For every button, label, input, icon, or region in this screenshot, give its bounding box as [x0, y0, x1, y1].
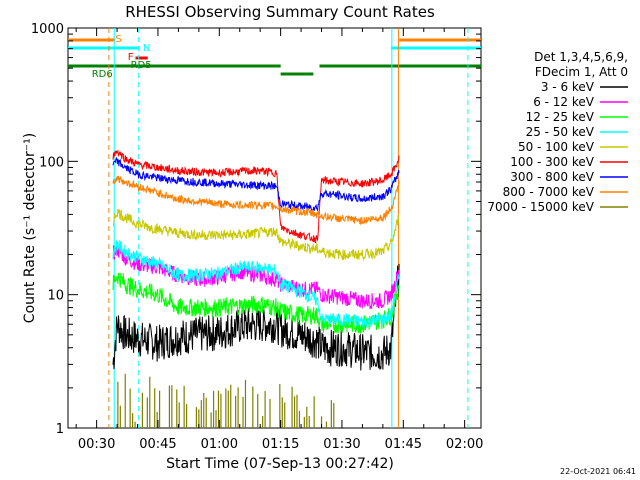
- series-line-1: [112, 243, 400, 309]
- chart-title: RHESSI Observing Summary Count Rates: [125, 3, 435, 21]
- series-line-7: [112, 175, 400, 226]
- x-tick-label: 01:15: [262, 437, 299, 452]
- legend-header-2: FDecim 1, Att 0: [535, 65, 628, 79]
- annotation-label-rd6: RD6: [92, 69, 113, 80]
- y-tick-label: 100: [39, 155, 64, 170]
- y-tick-label: 1: [56, 422, 64, 437]
- footer-date: 22-Oct-2021 06:41: [560, 467, 636, 476]
- legend-label-8: 7000 - 15000 keV: [487, 200, 594, 214]
- series-layer: [112, 149, 400, 428]
- y-tick-label: 1000: [31, 22, 64, 37]
- x-axis-label: Start Time (07-Sep-13 00:27:42): [166, 456, 394, 472]
- x-tick-label: 01:00: [201, 437, 238, 452]
- legend-header-1: Det 1,3,4,5,6,9,: [534, 50, 628, 64]
- legend-label-3: 25 - 50 keV: [526, 125, 595, 139]
- x-tick-label: 01:45: [385, 437, 422, 452]
- legend-label-0: 3 - 6 keV: [541, 80, 595, 94]
- annotation-label-rd5: RD5: [131, 60, 152, 71]
- x-tick-label: 00:45: [139, 437, 176, 452]
- legend-label-6: 300 - 800 keV: [510, 170, 594, 184]
- series-line-5: [112, 149, 400, 244]
- series-line-3: [112, 240, 400, 328]
- legend-label-7: 800 - 7000 keV: [503, 185, 595, 199]
- series-line-0: [112, 263, 400, 371]
- annotation-label-f: F: [128, 52, 134, 63]
- legend-label-2: 12 - 25 keV: [526, 110, 595, 124]
- x-tick-label: 01:30: [323, 437, 360, 452]
- series-line-6: [112, 156, 400, 212]
- legend-label-5: 100 - 300 keV: [510, 155, 594, 169]
- x-tick-label: 02:00: [446, 437, 483, 452]
- annotation-label-s: S: [115, 34, 121, 45]
- x-tick-label: 00:30: [78, 437, 115, 452]
- y-axis-label: Count Rate (s⁻¹ detector⁻¹): [22, 133, 38, 323]
- y-tick-label: 10: [47, 289, 64, 304]
- annotation-label-n: N: [143, 43, 150, 54]
- series-line-4: [112, 208, 400, 262]
- axes-layer: 00:30 00:45 01:00 01:15 01:30 01:45 02:00 1 10 10…: [31, 22, 483, 452]
- legend: Det 1,3,4,5,6,9, FDecim 1, Att 0 3 - 6 k…: [487, 50, 628, 214]
- legend-label-1: 6 - 12 keV: [533, 95, 595, 109]
- legend-label-4: 50 - 100 keV: [518, 140, 595, 154]
- plot-frame: [67, 27, 482, 429]
